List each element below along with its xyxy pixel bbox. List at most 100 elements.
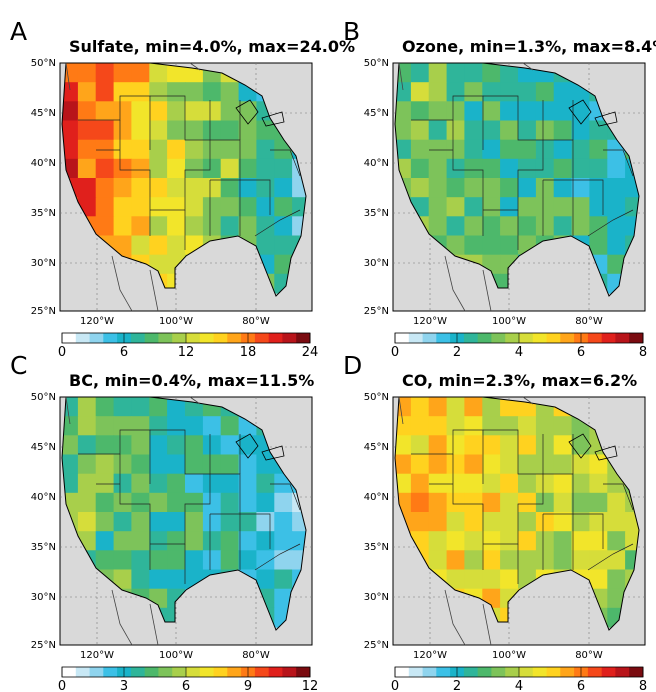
colorbar-segment	[477, 667, 492, 677]
heat-cell	[571, 197, 591, 217]
colorbar-segment	[227, 333, 242, 343]
heat-cell	[113, 235, 133, 256]
heat-cell	[131, 397, 150, 417]
heat-cell	[535, 435, 555, 456]
heat-cell	[464, 512, 483, 532]
state-border	[270, 149, 301, 177]
heat-cell	[274, 569, 293, 590]
lat-tick-label: 30°N	[364, 258, 389, 269]
panel-a: A Sulfate, min=4.0%, max=24.0% 50°N 45°N 40°…	[10, 17, 355, 360]
heat-cell	[274, 512, 293, 532]
lat-tick-label: 25°N	[364, 640, 389, 651]
heat-cell	[410, 416, 430, 436]
heat-cell	[535, 473, 555, 494]
state-border	[603, 149, 634, 177]
heat-cell	[77, 435, 97, 456]
heat-cell	[220, 492, 240, 513]
heat-cell	[607, 254, 626, 275]
heat-cell	[238, 531, 258, 551]
heat-cell	[464, 63, 483, 83]
heat-cell	[238, 512, 258, 532]
state-border	[587, 543, 634, 571]
heat-cell	[446, 569, 466, 590]
heat-cell	[256, 139, 275, 160]
heat-cell	[149, 454, 168, 475]
state-borders	[411, 95, 634, 250]
great-lakes	[568, 433, 618, 461]
heat-cell	[500, 139, 519, 160]
heat-cell	[500, 416, 519, 436]
heat-cell	[553, 473, 573, 494]
lat-tick-label: 40°N	[364, 492, 389, 503]
heat-cell	[500, 492, 519, 513]
colorbar-segment	[546, 333, 561, 343]
heat-cell	[113, 512, 133, 532]
heat-cell	[464, 550, 483, 571]
state-border	[587, 209, 634, 237]
heat-cell	[202, 435, 222, 456]
heat-cell	[220, 512, 240, 532]
colorbar-segment	[395, 333, 410, 343]
heat-cell	[410, 120, 430, 141]
heat-cell	[113, 216, 133, 237]
lat-tick-label: 35°N	[31, 542, 56, 553]
heat-cell	[113, 120, 133, 141]
heat-cell	[62, 416, 79, 436]
heat-cell	[62, 82, 79, 102]
heat-cell	[167, 120, 186, 141]
state-border	[149, 210, 186, 250]
heat-cell	[167, 178, 186, 198]
heat-cell	[113, 397, 133, 417]
heat-cell	[95, 82, 115, 102]
heat-cell	[446, 492, 466, 513]
lat-tick-label: 35°N	[31, 208, 56, 219]
heat-cell	[131, 101, 150, 122]
panel-title: Sulfate, min=4.0%, max=24.0%	[69, 37, 355, 56]
heat-cell	[77, 473, 97, 494]
heat-cell	[428, 139, 448, 160]
heat-cell	[571, 178, 591, 198]
heat-cell	[167, 454, 186, 475]
country-outline	[394, 62, 640, 297]
heat-cell	[589, 569, 608, 590]
colorbar-segment	[213, 333, 228, 343]
state-borders	[78, 429, 301, 584]
heat-cell	[274, 550, 293, 571]
lat-tick-label: 35°N	[364, 542, 389, 553]
lat-tick-label: 30°N	[31, 258, 56, 269]
colorbar-segment	[158, 667, 173, 677]
lon-tick-label: 100°W	[159, 316, 193, 327]
heat-cell	[256, 512, 275, 532]
heat-cell	[62, 454, 79, 475]
heat-cell	[77, 492, 97, 513]
heat-cell	[607, 588, 626, 609]
heat-cell	[167, 416, 186, 436]
colorbar-segment	[130, 333, 146, 343]
heat-cell	[571, 550, 591, 571]
colorbar-segment	[89, 667, 104, 677]
colorbar-segment	[186, 333, 201, 343]
heat-cell	[428, 416, 448, 436]
heat-cell	[464, 82, 483, 102]
heat-cell	[131, 416, 150, 436]
heat-cell	[535, 416, 555, 436]
heat-cell	[220, 435, 240, 456]
colorbar-segment	[89, 333, 104, 343]
heat-cell	[256, 454, 275, 475]
heat-cell	[535, 216, 555, 237]
heat-cell	[482, 139, 501, 160]
colorbar-tick-label: 0	[391, 679, 399, 692]
heat-cell	[464, 473, 483, 494]
colorbar-segment	[505, 667, 520, 677]
heat-cell	[238, 120, 258, 141]
heat-cell	[607, 512, 626, 532]
colorbar-segment	[560, 333, 575, 343]
heat-cell	[410, 512, 430, 532]
heat-cell	[518, 492, 537, 513]
heat-cell	[131, 473, 150, 494]
heat-cell	[571, 139, 591, 160]
colorbar-tick-label: 8	[639, 679, 647, 692]
heat-cell	[571, 216, 591, 237]
colorbar-segment	[436, 667, 451, 677]
heat-cell	[464, 101, 483, 122]
